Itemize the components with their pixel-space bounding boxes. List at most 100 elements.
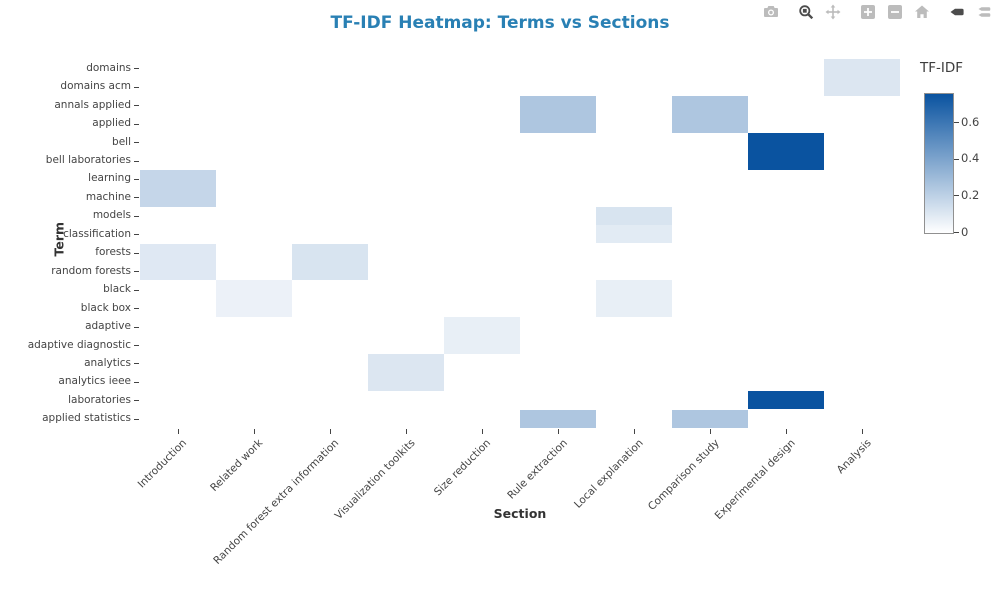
y-tick — [134, 234, 139, 236]
y-tick-label: annals applied — [54, 98, 131, 111]
y-tick-label: black — [103, 283, 131, 296]
colorbar-tick-label: 0 — [961, 224, 969, 239]
y-tick-label: analytics — [84, 356, 131, 369]
heatmap-cell[interactable] — [368, 372, 444, 391]
heatmap-cell[interactable] — [444, 317, 520, 336]
x-tick-label: Introduction — [136, 437, 190, 491]
colorbar-tick-label: 0.2 — [961, 187, 980, 202]
colorbar-tick — [954, 122, 959, 124]
y-tick — [134, 381, 139, 383]
modebar — [754, 4, 994, 22]
colorbar-tick-label: 0.6 — [961, 114, 980, 129]
x-tick-label: Visualization toolkits — [332, 437, 418, 522]
heatmap-cell[interactable] — [672, 114, 748, 133]
x-tick — [330, 429, 331, 434]
zoom-icon[interactable] — [798, 4, 816, 22]
heatmap-cell[interactable] — [140, 243, 216, 262]
heatmap-cell[interactable] — [216, 298, 292, 318]
heatmap-cell[interactable] — [672, 409, 748, 428]
x-tick — [558, 429, 559, 434]
x-tick-label: Analysis — [834, 437, 874, 477]
heatmap-cell[interactable] — [748, 151, 824, 170]
y-tick — [134, 86, 139, 88]
heatmap-cell[interactable] — [444, 335, 520, 355]
y-tick — [134, 308, 139, 310]
y-tick — [134, 345, 139, 346]
x-tick-label: Local explanation — [571, 437, 646, 511]
heatmap-cell[interactable] — [824, 59, 900, 78]
x-tick — [482, 429, 483, 434]
y-tick-label: laboratories — [68, 393, 131, 406]
x-tick — [178, 429, 179, 434]
heatmap-cell[interactable] — [368, 354, 444, 373]
x-tick-label: Experimental design — [712, 437, 798, 522]
y-tick — [134, 252, 139, 254]
colorbar-tick — [954, 195, 959, 197]
y-tick — [134, 418, 139, 420]
y-tick-label: random forests — [51, 264, 131, 277]
y-tick — [134, 105, 139, 107]
pan-icon[interactable] — [825, 4, 843, 22]
colorbar[interactable] — [924, 93, 954, 234]
x-tick — [710, 429, 711, 434]
x-tick-label: Random forest extra information — [211, 437, 342, 567]
home-icon[interactable] — [914, 4, 932, 22]
heatmap-cell[interactable] — [520, 409, 596, 428]
x-tick — [862, 429, 863, 434]
y-tick — [134, 400, 139, 402]
heatmap-cell[interactable] — [292, 261, 368, 281]
y-tick-label: analytics ieee — [58, 375, 131, 388]
y-tick — [134, 271, 139, 273]
heatmap-cell[interactable] — [140, 261, 216, 281]
heatmap-cell[interactable] — [748, 391, 824, 410]
colorbar-tick-label: 0.4 — [961, 151, 980, 166]
x-axis-title: Section — [493, 506, 547, 521]
y-tick-label: bell laboratories — [45, 154, 131, 166]
y-tick-label: adaptive — [85, 320, 131, 332]
y-tick — [134, 363, 139, 365]
camera-icon[interactable] — [763, 4, 781, 22]
heatmap-cell[interactable] — [596, 280, 672, 299]
y-tick — [134, 178, 139, 180]
x-tick-label: Comparison study — [645, 437, 722, 513]
x-tick-label: Size reduction — [432, 437, 494, 499]
y-tick-label: applied — [92, 117, 131, 130]
y-tick — [134, 197, 139, 199]
heatmap-cell[interactable] — [672, 95, 748, 115]
x-tick-label: Rule extraction — [504, 437, 570, 502]
heatmap-cell[interactable] — [596, 298, 672, 318]
y-tick-label: black box — [80, 301, 131, 314]
y-tick-label: adaptive diagnostic — [27, 338, 131, 351]
heatmap-cell[interactable] — [596, 206, 672, 225]
y-tick — [134, 68, 139, 70]
x-tick — [406, 429, 407, 434]
heatmap-cell[interactable] — [824, 77, 900, 96]
heatmap-cell[interactable] — [520, 95, 596, 115]
heatmap-cell[interactable] — [748, 132, 824, 152]
colorbar-tick — [954, 232, 959, 233]
heatmap-cell[interactable] — [140, 188, 216, 207]
x-tick-label: Related work — [208, 437, 266, 495]
plot-area[interactable] — [140, 59, 900, 428]
zoom-in-icon[interactable] — [860, 4, 878, 22]
heatmap-cell[interactable] — [216, 280, 292, 299]
colorbar-title: TF-IDF — [920, 60, 964, 76]
y-tick — [134, 142, 139, 143]
y-tick-label: learning — [88, 172, 131, 185]
x-tick — [634, 429, 635, 434]
x-tick — [786, 429, 787, 434]
y-tick-label: models — [92, 209, 131, 222]
heatmap-cell[interactable] — [596, 225, 672, 244]
hover-closest-icon[interactable] — [949, 4, 967, 22]
y-tick — [134, 326, 139, 328]
chart-title: TF-IDF Heatmap: Terms vs Sections — [330, 13, 670, 33]
heatmap-cell[interactable] — [292, 243, 368, 262]
x-tick — [254, 429, 255, 434]
zoom-out-icon[interactable] — [887, 4, 905, 22]
compare-hover-icon[interactable] — [976, 4, 994, 22]
y-tick-label: bell — [112, 135, 131, 148]
heatmap-cell[interactable] — [520, 114, 596, 133]
heatmap-cell[interactable] — [140, 169, 216, 189]
y-tick — [134, 123, 139, 125]
y-tick-label: domains — [86, 61, 131, 74]
